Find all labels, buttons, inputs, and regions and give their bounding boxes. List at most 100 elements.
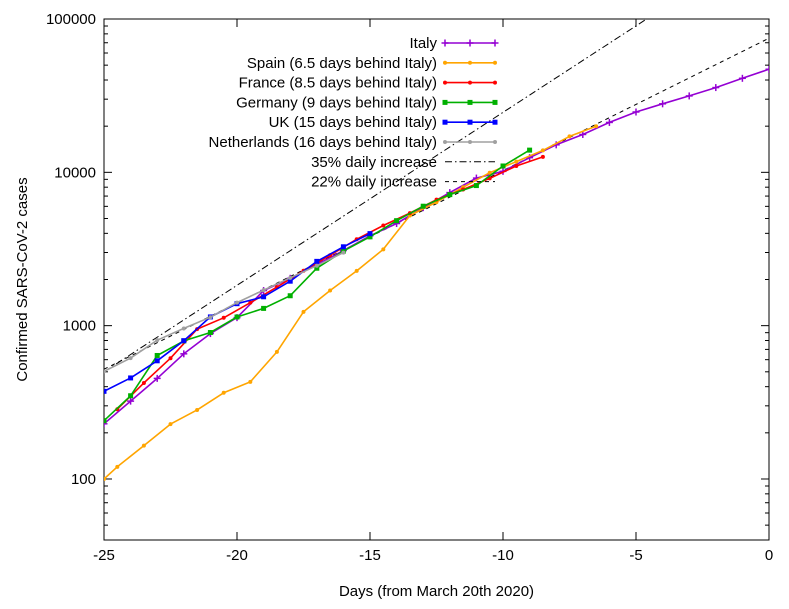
- data-point-3: [394, 218, 400, 224]
- legend-marker: [493, 60, 497, 65]
- data-point-1: [104, 476, 106, 481]
- legend-marker: [467, 99, 473, 105]
- legend-marker: [493, 140, 497, 144]
- data-point-0: [685, 92, 693, 100]
- legend-marker: [468, 140, 472, 144]
- data-point-5: [208, 315, 213, 320]
- data-point-1: [540, 148, 545, 153]
- data-point-2: [221, 315, 226, 320]
- legend: Italy Spain (6.5 days behind Italy) France…: [209, 35, 499, 191]
- data-point-2: [514, 164, 519, 169]
- data-point-1: [248, 379, 253, 384]
- legend-marker: [442, 119, 448, 125]
- legend-marker: [492, 99, 498, 105]
- legend-label: Germany (9 days behind Italy): [236, 94, 437, 111]
- legend-marker: [491, 39, 499, 47]
- data-point-4: [181, 338, 187, 344]
- data-point-2: [248, 300, 253, 305]
- data-point-0: [712, 84, 720, 92]
- legend-marker: [443, 80, 447, 85]
- data-point-3: [314, 265, 320, 271]
- series-line-5: [104, 251, 344, 373]
- y-tick-label: 10000: [54, 164, 96, 181]
- series-layer: [104, 19, 769, 481]
- series-line-6: [104, 19, 647, 373]
- data-point-2: [141, 380, 146, 385]
- legend-marker: [493, 80, 497, 85]
- x-tick-label: -15: [359, 547, 381, 564]
- legend-label: Spain (6.5 days behind Italy): [247, 55, 437, 72]
- axis-ticks: -25 -20 -15 -10 -5 0 100 1000 10000 100000: [46, 11, 773, 564]
- series-line-1: [104, 125, 597, 480]
- legend-marker: [443, 140, 447, 144]
- legend-label: UK (15 days behind Italy): [269, 114, 437, 131]
- data-point-4: [287, 278, 293, 284]
- legend-marker: [468, 80, 472, 85]
- data-point-0: [632, 108, 640, 116]
- x-tick-label: -25: [93, 547, 115, 564]
- y-tick-label: 1000: [63, 318, 96, 335]
- legend-marker: [468, 60, 472, 65]
- legend-label: France (8.5 days behind Italy): [239, 75, 437, 92]
- legend-label: 22% daily increase: [311, 174, 437, 191]
- data-point-3: [527, 147, 533, 153]
- data-point-0: [180, 350, 188, 358]
- data-point-1: [274, 349, 279, 354]
- data-point-1: [221, 390, 226, 395]
- y-axis-title: Confirmed SARS-CoV-2 cases: [14, 177, 31, 381]
- data-point-1: [594, 124, 599, 129]
- data-point-0: [153, 374, 161, 382]
- y-tick-label: 100: [71, 471, 96, 488]
- data-point-3: [447, 192, 453, 198]
- x-axis-title: Days (from March 20th 2020): [339, 583, 534, 600]
- data-point-4: [104, 388, 107, 394]
- data-point-0: [738, 74, 746, 82]
- data-point-4: [154, 358, 160, 364]
- data-point-1: [168, 422, 173, 427]
- legend-label: Netherlands (16 days behind Italy): [209, 134, 437, 151]
- data-point-4: [261, 294, 267, 300]
- data-point-1: [487, 170, 492, 175]
- data-point-1: [195, 407, 200, 412]
- legend-marker: [442, 99, 448, 105]
- x-tick-label: -20: [226, 547, 248, 564]
- data-point-3: [207, 330, 213, 336]
- data-point-3: [261, 305, 267, 311]
- data-point-4: [367, 231, 373, 237]
- data-point-1: [567, 134, 572, 139]
- data-point-2: [168, 356, 173, 361]
- legend-label: Italy: [409, 35, 437, 52]
- data-point-3: [500, 163, 506, 169]
- data-point-3: [287, 293, 293, 299]
- data-point-5: [261, 288, 266, 293]
- data-point-1: [141, 443, 146, 448]
- data-point-0: [104, 420, 108, 428]
- data-point-5: [181, 326, 186, 331]
- x-tick-label: -10: [492, 547, 514, 564]
- data-point-1: [301, 309, 306, 314]
- data-point-5: [288, 275, 293, 280]
- data-point-5: [128, 356, 133, 361]
- data-point-3: [473, 183, 479, 189]
- data-point-2: [540, 154, 545, 159]
- data-point-3: [234, 314, 240, 320]
- data-point-5: [341, 250, 346, 255]
- data-point-4: [128, 375, 134, 381]
- legend-marker: [441, 39, 449, 47]
- data-point-5: [104, 369, 106, 374]
- data-point-5: [155, 338, 160, 343]
- data-point-5: [235, 300, 239, 305]
- x-tick-label: 0: [765, 547, 773, 564]
- data-point-3: [154, 352, 160, 358]
- legend-label: 35% daily increase: [311, 154, 437, 171]
- legend-marker: [466, 39, 474, 47]
- data-point-5: [314, 263, 319, 268]
- x-tick-label: -5: [629, 547, 642, 564]
- data-point-3: [128, 393, 134, 399]
- data-point-0: [659, 100, 667, 108]
- data-point-3: [367, 234, 373, 240]
- legend-marker: [492, 119, 498, 125]
- data-point-0: [127, 397, 135, 405]
- data-point-1: [514, 159, 519, 164]
- data-point-1: [328, 288, 333, 293]
